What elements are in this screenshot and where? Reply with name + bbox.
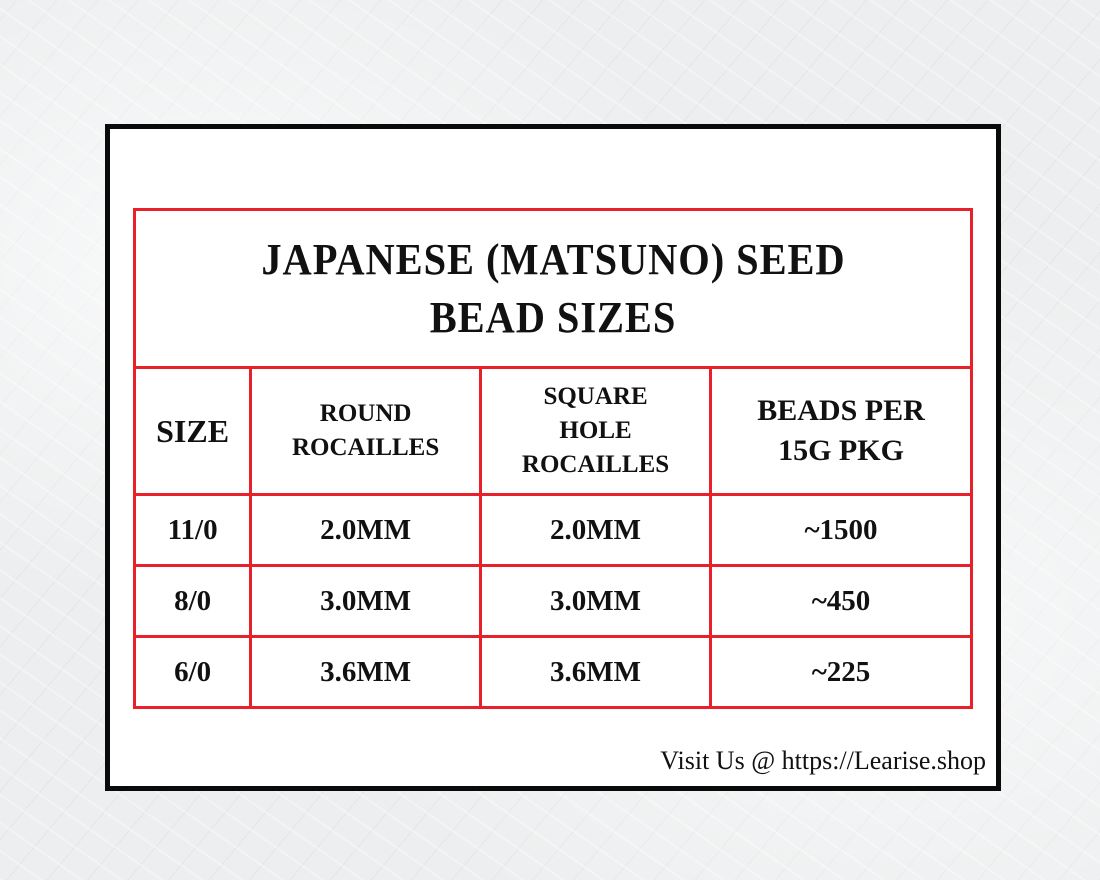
cell-size: 8/0: [132, 564, 253, 638]
header-round-rocailles: Round Rocailles: [249, 366, 483, 496]
table-row: 11/0 2.0mm 2.0mm ~1500: [132, 493, 973, 567]
table-row: 8/0 3.0mm 3.0mm ~450: [132, 564, 973, 638]
title-row: Japanese (Matsuno) Seed Bead Sizes: [133, 208, 973, 369]
cell-size: 11/0: [132, 493, 253, 567]
cell-round: 2.0mm: [249, 493, 483, 567]
cell-beads: ~225: [709, 635, 973, 709]
cell-square: 3.6mm: [479, 635, 712, 709]
table-title: Japanese (Matsuno) Seed Bead Sizes: [133, 208, 973, 369]
cell-round: 3.0mm: [249, 564, 483, 638]
footer-website: Visit Us @ https://Learise.shop: [660, 746, 986, 775]
title-line-2: Bead Sizes: [429, 292, 677, 342]
header-square-hole-rocailles: Square Hole Rocailles: [479, 366, 712, 496]
cell-round: 3.6mm: [249, 635, 483, 709]
cell-square: 2.0mm: [479, 493, 712, 567]
header-beads-per-pkg: Beads per 15g pkg: [709, 366, 973, 496]
chart-card: Japanese (Matsuno) Seed Bead Sizes Size …: [105, 124, 1001, 791]
cell-beads: ~1500: [709, 493, 973, 567]
table-row: 6/0 3.6mm 3.6mm ~225: [132, 635, 973, 709]
cell-beads: ~450: [709, 564, 973, 638]
bead-size-table: Japanese (Matsuno) Seed Bead Sizes Size …: [132, 208, 973, 709]
cell-square: 3.0mm: [479, 564, 712, 638]
header-size: Size: [132, 366, 253, 496]
title-line-1: Japanese (Matsuno) Seed: [260, 234, 846, 284]
header-row: Size Round Rocailles Square Hole Rocailles …: [132, 366, 973, 496]
cell-size: 6/0: [132, 635, 253, 709]
